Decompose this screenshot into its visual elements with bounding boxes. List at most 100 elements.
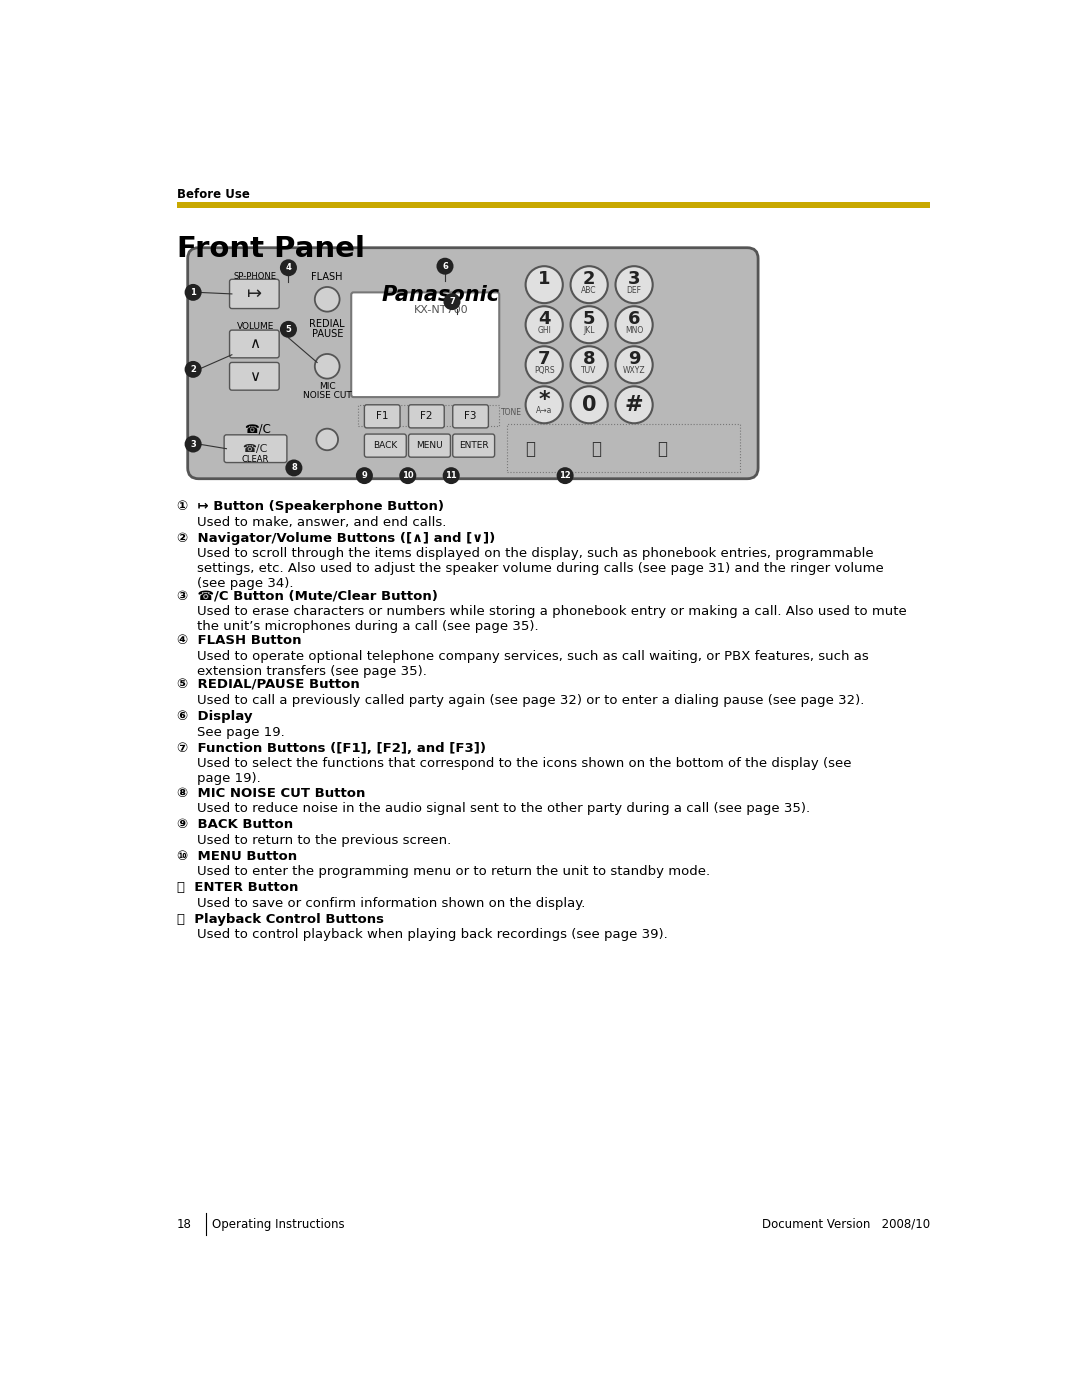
Text: SP-PHONE: SP-PHONE (233, 272, 276, 281)
Text: Operating Instructions: Operating Instructions (213, 1218, 346, 1231)
Text: 0: 0 (582, 395, 596, 415)
FancyBboxPatch shape (364, 434, 406, 457)
Text: ABC: ABC (581, 286, 597, 295)
Circle shape (280, 260, 297, 277)
Text: Used to enter the programming menu or to return the unit to standby mode.: Used to enter the programming menu or to… (197, 865, 711, 879)
Text: ⑥  Display: ⑥ Display (177, 711, 253, 724)
Text: Used to save or confirm information shown on the display.: Used to save or confirm information show… (197, 897, 585, 909)
Text: *: * (539, 390, 550, 411)
Circle shape (556, 467, 573, 485)
Text: 1: 1 (190, 288, 197, 298)
Circle shape (444, 293, 460, 310)
Text: F1: F1 (376, 411, 389, 422)
Circle shape (526, 387, 563, 423)
FancyBboxPatch shape (188, 247, 758, 479)
Circle shape (314, 353, 339, 379)
Text: Front Panel: Front Panel (177, 236, 365, 264)
Circle shape (616, 387, 652, 423)
Circle shape (436, 257, 454, 275)
Circle shape (570, 346, 608, 383)
FancyBboxPatch shape (408, 434, 450, 457)
Text: 7: 7 (538, 351, 551, 369)
Text: NOISE CUT: NOISE CUT (302, 391, 352, 400)
Text: 1: 1 (538, 270, 551, 288)
Text: F3: F3 (464, 411, 477, 422)
Text: 6: 6 (627, 310, 640, 328)
FancyBboxPatch shape (351, 292, 499, 397)
Text: ⏸: ⏸ (591, 440, 602, 458)
Text: 2: 2 (190, 365, 197, 374)
Circle shape (526, 306, 563, 344)
Text: Before Use: Before Use (177, 189, 249, 201)
Text: A→a: A→a (536, 407, 552, 415)
Text: ⏮: ⏮ (525, 440, 536, 458)
FancyBboxPatch shape (230, 330, 279, 358)
Circle shape (316, 429, 338, 450)
Circle shape (570, 387, 608, 423)
Text: ④  FLASH Button: ④ FLASH Button (177, 634, 301, 647)
Circle shape (400, 467, 416, 485)
FancyBboxPatch shape (230, 362, 279, 390)
Circle shape (285, 460, 302, 476)
Text: 4: 4 (285, 263, 292, 272)
Circle shape (526, 346, 563, 383)
Text: Used to make, answer, and end calls.: Used to make, answer, and end calls. (197, 515, 446, 528)
Text: ⑪  ENTER Button: ⑪ ENTER Button (177, 882, 298, 894)
Text: 10: 10 (402, 471, 414, 481)
Text: 9: 9 (362, 471, 367, 481)
Text: MENU: MENU (416, 441, 443, 450)
Text: 3: 3 (190, 440, 195, 448)
Circle shape (616, 306, 652, 344)
Circle shape (356, 467, 373, 485)
FancyBboxPatch shape (364, 405, 400, 427)
Text: ⑦  Function Buttons ([F1], [F2], and [F3]): ⑦ Function Buttons ([F1], [F2], and [F3]… (177, 742, 486, 754)
Text: ③  ☎/C Button (Mute/Clear Button): ③ ☎/C Button (Mute/Clear Button) (177, 590, 437, 602)
Text: TUV: TUV (581, 366, 597, 376)
Text: Used to select the functions that correspond to the icons shown on the bottom of: Used to select the functions that corres… (197, 757, 851, 785)
Text: ⑤  REDIAL/PAUSE Button: ⑤ REDIAL/PAUSE Button (177, 679, 360, 692)
Circle shape (280, 321, 297, 338)
Text: 6: 6 (442, 261, 448, 271)
Circle shape (185, 360, 202, 377)
Text: Used to call a previously called party again (see page 32) or to enter a dialing: Used to call a previously called party a… (197, 694, 864, 707)
Text: See page 19.: See page 19. (197, 726, 285, 739)
Text: JKL: JKL (583, 327, 595, 335)
Text: 12: 12 (559, 471, 571, 481)
Text: Used to scroll through the items displayed on the display, such as phonebook ent: Used to scroll through the items display… (197, 548, 883, 591)
Text: ∨: ∨ (248, 369, 260, 384)
Text: Document Version   2008/10: Document Version 2008/10 (762, 1218, 930, 1231)
Text: MIC: MIC (319, 381, 336, 391)
Text: Used to reduce noise in the audio signal sent to the other party during a call (: Used to reduce noise in the audio signal… (197, 802, 810, 814)
Text: CLEAR: CLEAR (242, 455, 269, 464)
FancyBboxPatch shape (225, 434, 287, 462)
Text: ENTER: ENTER (459, 441, 488, 450)
Circle shape (443, 467, 460, 485)
Text: FLASH: FLASH (311, 271, 343, 282)
Text: TONE: TONE (501, 408, 522, 416)
Text: ☎/C: ☎/C (244, 423, 271, 436)
Text: 8: 8 (291, 464, 297, 472)
Text: Used to operate optional telephone company services, such as call waiting, or PB: Used to operate optional telephone compa… (197, 650, 868, 678)
Text: REDIAL: REDIAL (309, 320, 345, 330)
Text: Used to return to the previous screen.: Used to return to the previous screen. (197, 834, 451, 847)
Text: 5: 5 (285, 326, 292, 334)
Text: 4: 4 (538, 310, 551, 328)
Text: ⑧  MIC NOISE CUT Button: ⑧ MIC NOISE CUT Button (177, 787, 365, 799)
Text: ⑨  BACK Button: ⑨ BACK Button (177, 819, 293, 831)
Text: 8: 8 (583, 351, 595, 369)
Text: F2: F2 (420, 411, 433, 422)
Circle shape (185, 436, 202, 453)
Circle shape (616, 346, 652, 383)
Circle shape (185, 284, 202, 300)
Text: 9: 9 (627, 351, 640, 369)
Text: ⑩  MENU Button: ⑩ MENU Button (177, 849, 297, 863)
Text: ②  Navigator/Volume Buttons ([∧] and [∨]): ② Navigator/Volume Buttons ([∧] and [∨]) (177, 532, 495, 545)
Text: 11: 11 (445, 471, 457, 481)
Text: DEF: DEF (626, 286, 642, 295)
FancyBboxPatch shape (453, 434, 495, 457)
Text: WXYZ: WXYZ (623, 366, 646, 376)
Text: 3: 3 (627, 270, 640, 288)
Text: PAUSE: PAUSE (311, 328, 342, 338)
Bar (177, 203, 930, 208)
Text: BACK: BACK (374, 441, 397, 450)
